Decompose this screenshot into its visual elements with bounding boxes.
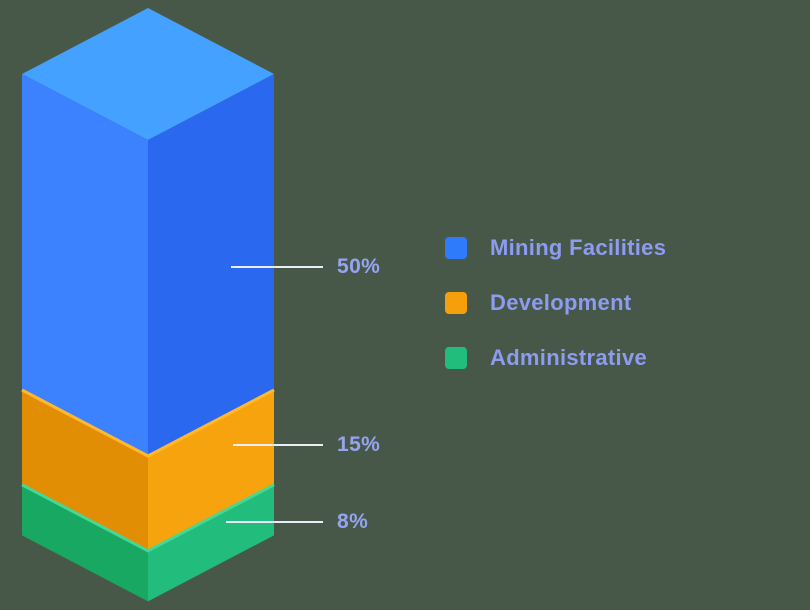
callout-mining: 50% xyxy=(231,255,380,279)
callout-development: 15% xyxy=(233,433,380,457)
legend-swatch xyxy=(445,347,467,369)
legend-label: Administrative xyxy=(490,345,648,370)
legend-item-mining: Mining Facilities xyxy=(445,235,666,261)
callout-line xyxy=(226,521,323,523)
legend-item-development: Development xyxy=(445,290,666,316)
legend-item-administrative: Administrative xyxy=(445,345,666,371)
legend-swatch xyxy=(445,237,467,259)
callout-line xyxy=(233,444,323,446)
callout-value: 50% xyxy=(337,255,381,278)
callout-value: 15% xyxy=(337,433,381,456)
legend-label: Development xyxy=(490,290,632,315)
legend: Mining Facilities Development Administra… xyxy=(445,235,666,371)
callout-administrative: 8% xyxy=(226,510,368,534)
callout-line xyxy=(231,266,323,268)
callout-value: 8% xyxy=(337,510,369,533)
legend-label: Mining Facilities xyxy=(490,235,667,260)
legend-swatch xyxy=(445,292,467,314)
